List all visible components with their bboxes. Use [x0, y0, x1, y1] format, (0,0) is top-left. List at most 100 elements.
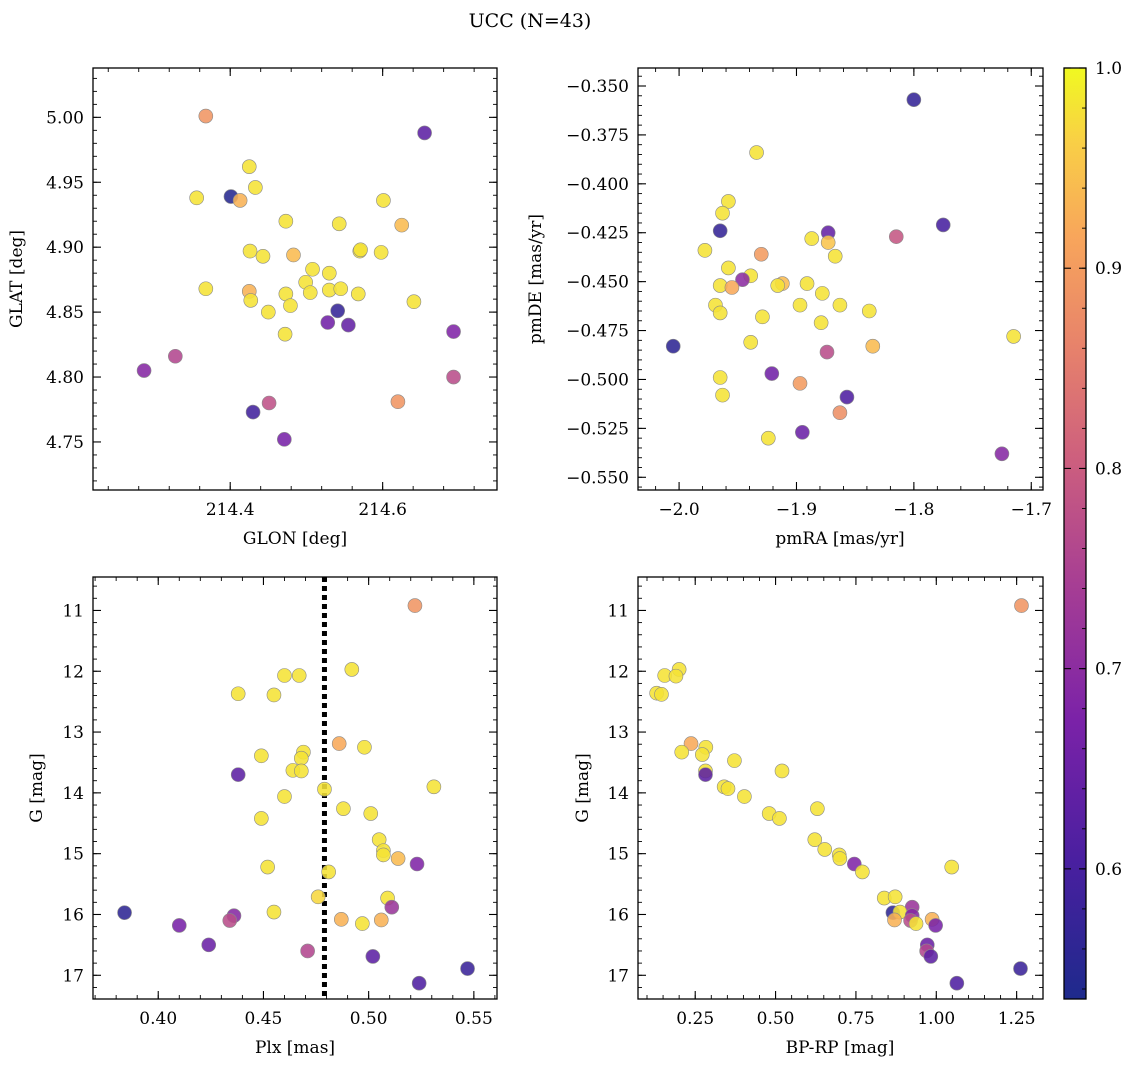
cmd-points	[649, 598, 1029, 991]
pm-xtick-label: −1.9	[776, 500, 817, 520]
sky-point	[198, 108, 214, 124]
pm-points	[665, 92, 1021, 462]
sky-point	[417, 125, 432, 141]
plx-ticks: 0.40 0.45 0.50 0.55 11 12 13 14 15 16 17	[62, 577, 497, 1029]
sky-point	[353, 242, 368, 258]
cmd-ytick-label: 11	[607, 601, 629, 621]
pm-ytick-label: −0.525	[566, 419, 629, 439]
pm-point	[792, 297, 808, 313]
pm-ytick-label: −0.425	[566, 224, 629, 244]
sky-point	[333, 281, 349, 297]
plx-point	[373, 912, 389, 928]
plx-point	[363, 806, 379, 821]
plx-ytick-label: 16	[62, 905, 84, 925]
sky-point	[261, 304, 276, 320]
pm-point	[724, 280, 740, 295]
colorbar-gradient	[1063, 67, 1087, 1000]
plx-point	[317, 781, 332, 797]
plx-point	[117, 905, 132, 920]
cmd-point	[944, 859, 960, 875]
plx-ytick-label: 13	[62, 723, 84, 743]
sky-point	[168, 348, 183, 364]
pm-ytick-label: −0.500	[566, 370, 629, 390]
cmd-point	[928, 918, 943, 933]
colorbar-tick-label: 0.6	[1095, 860, 1122, 880]
pm-point	[665, 338, 681, 354]
pm-ylabel: pmDE [mas/yr]	[526, 214, 546, 344]
cmd-xtick-label: 0.75	[837, 1009, 875, 1029]
pm-point	[715, 387, 730, 403]
panel-pm: −2.0 −1.9 −1.8 −1.7 −0.550 −0.525 −0.500 −0.475…	[526, 67, 1052, 549]
pm-ytick-label: −0.375	[566, 126, 629, 146]
pm-point	[827, 248, 843, 264]
panel-cmd: 0.25 0.50 0.75 1.00 1.25 11 12 13 14 15 16 17 BP-RP…	[573, 576, 1044, 1058]
cmd-ytick-label: 15	[607, 845, 629, 865]
pm-ytick-label: −0.350	[566, 77, 629, 97]
pm-point	[820, 235, 836, 250]
sky-ytick-label: 4.90	[46, 238, 84, 258]
cmd-point	[832, 851, 848, 866]
sky-point	[446, 369, 461, 385]
plx-point	[260, 859, 275, 875]
cmd-point	[668, 668, 684, 684]
plx-ytick-label: 14	[62, 784, 84, 804]
sky-xtick-label: 214.4	[206, 500, 255, 520]
plx-xlabel: Plx [mas]	[255, 1038, 335, 1058]
cmd-xtick-label: 1.25	[998, 1009, 1036, 1029]
plx-point	[294, 750, 309, 766]
sky-point	[286, 247, 301, 263]
plx-xtick-label: 0.40	[139, 1009, 177, 1029]
cmd-point	[887, 912, 902, 928]
cmd-point	[698, 767, 713, 782]
cmd-xtick-label: 0.50	[757, 1009, 795, 1029]
plx-point	[409, 856, 425, 872]
sky-ylabel: GLAT [deg]	[7, 230, 27, 328]
sky-ytick-label: 4.75	[46, 433, 84, 453]
pm-ticks: −2.0 −1.9 −1.8 −1.7 −0.550 −0.525 −0.500 −0.475…	[566, 68, 1052, 520]
sky-point	[189, 190, 204, 206]
plx-xtick-label: 0.55	[455, 1009, 493, 1029]
pm-point	[753, 246, 769, 262]
pm-point	[721, 260, 736, 276]
plx-point	[426, 779, 442, 795]
sky-point	[305, 261, 320, 277]
pm-point	[715, 205, 730, 221]
pm-point	[735, 272, 750, 287]
plx-point	[277, 789, 292, 804]
plx-point	[171, 918, 187, 933]
colorbar-tick-label: 1.0	[1095, 59, 1122, 79]
cmd-point	[855, 864, 870, 880]
cmd-point	[772, 811, 787, 826]
sky-point	[341, 317, 356, 333]
cmd-point	[949, 975, 965, 991]
sky-point	[302, 285, 318, 300]
sky-point	[376, 193, 391, 208]
plx-point	[291, 668, 307, 683]
colorbar-tick-label: 0.8	[1095, 459, 1122, 479]
pm-point	[1006, 329, 1021, 344]
pm-xtick-label: −1.8	[893, 500, 934, 520]
sky-point	[241, 159, 257, 174]
plx-points	[117, 577, 475, 999]
plx-ylabel: G [mag]	[27, 753, 47, 822]
plx-point	[411, 975, 427, 991]
pm-ytick-label: −0.550	[566, 468, 629, 488]
sky-xlabel: GLON [deg]	[243, 529, 347, 549]
sky-point	[283, 298, 298, 313]
pm-point	[755, 309, 770, 325]
sky-frame	[92, 67, 498, 491]
plx-xtick-label: 0.50	[350, 1009, 388, 1029]
sky-ytick-label: 4.85	[46, 303, 84, 323]
colorbar-tick-label: 0.7	[1095, 660, 1122, 680]
cmd-ticks: 0.25 0.50 0.75 1.00 1.25 11 12 13 14 15 16 17	[607, 577, 1043, 1029]
cmd-xtick-label: 1.00	[917, 1009, 955, 1029]
cmd-point	[674, 744, 690, 760]
plx-point	[300, 943, 315, 959]
plx-point	[355, 916, 370, 931]
cmd-point	[727, 753, 742, 768]
pm-point	[994, 446, 1010, 462]
sky-point	[373, 245, 389, 260]
sky-ticks: 214.4 214.6 4.75 4.80 4.85 4.90 4.95 5.00	[46, 68, 497, 520]
pm-point	[721, 194, 736, 209]
